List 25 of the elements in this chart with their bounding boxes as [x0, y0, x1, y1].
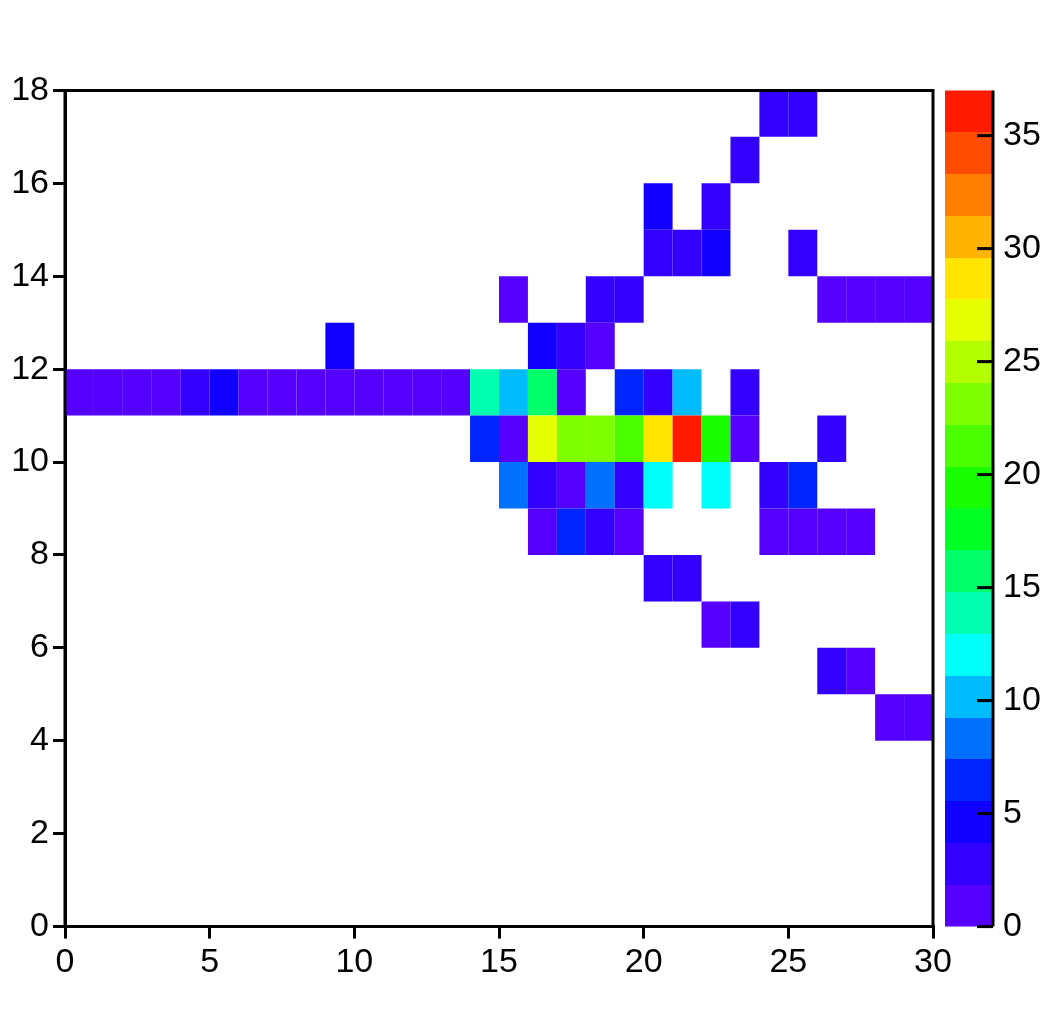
- x-tick-label: 20: [624, 941, 663, 980]
- x-tick-label: 25: [769, 941, 808, 980]
- y-tick-label: 2: [30, 812, 49, 851]
- color-bar-label: 35: [1003, 113, 1041, 152]
- color-bar-label: 0: [1003, 904, 1022, 943]
- color-bar-label: 10: [1003, 678, 1041, 717]
- y-tick-label: 8: [30, 533, 49, 572]
- y-tick-label: 0: [30, 904, 49, 943]
- y-tick-label: 10: [11, 440, 49, 479]
- x-tick-label: 10: [335, 941, 374, 980]
- y-tick-label: 6: [30, 626, 49, 665]
- y-tick-label: 16: [11, 161, 49, 200]
- y-tick-label: 4: [30, 719, 49, 758]
- color-bar-label: 20: [1003, 452, 1041, 491]
- x-tick-label: 0: [55, 941, 75, 980]
- y-tick-label: 18: [11, 68, 49, 107]
- color-bar-label: 25: [1003, 339, 1041, 378]
- y-tick-label: 14: [11, 254, 49, 293]
- x-tick-label: 15: [480, 941, 518, 980]
- color-bar-label: 15: [1003, 565, 1041, 604]
- x-tick-label: 5: [200, 941, 220, 980]
- x-tick-label: 30: [914, 941, 952, 980]
- color-bar-label: 30: [1003, 226, 1041, 265]
- color-bar-label: 5: [1003, 791, 1022, 830]
- y-tick-label: 12: [11, 347, 49, 386]
